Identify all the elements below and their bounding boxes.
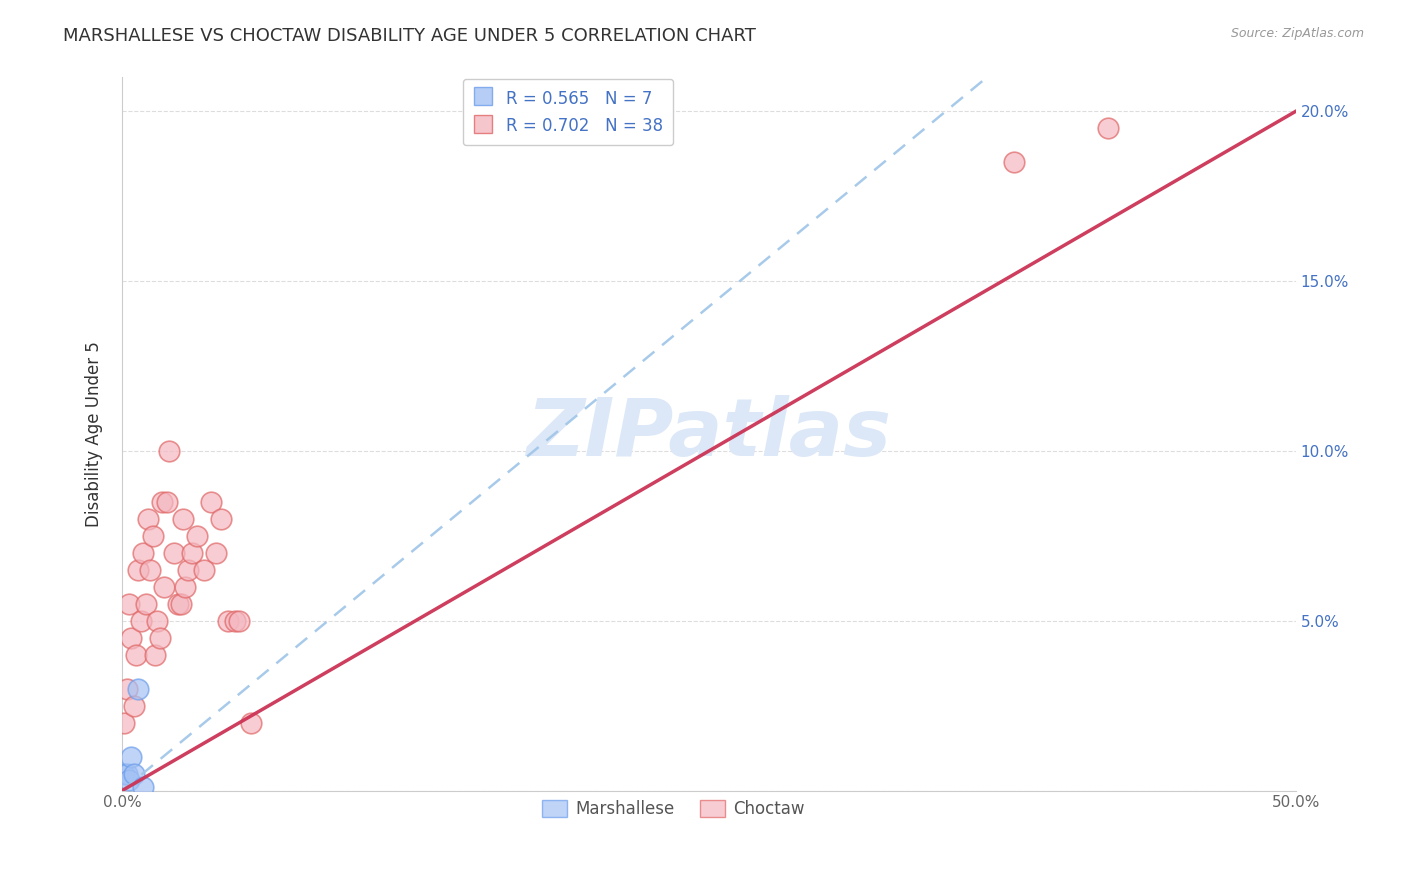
Point (118, 773, 141, 788)
Point (127, 681, 149, 696)
Point (146, 614, 169, 628)
Point (174, 580, 197, 594)
Text: MARSHALLESE VS CHOCTAW DISABILITY AGE UNDER 5 CORRELATION CHART: MARSHALLESE VS CHOCTAW DISABILITY AGE UN… (63, 27, 756, 45)
Point (186, 529, 208, 543)
Point (1002, 155, 1025, 169)
Point (112, 715, 135, 730)
Point (170, 597, 193, 611)
Point (118, 597, 141, 611)
Point (153, 580, 176, 594)
Point (142, 529, 165, 543)
Point (200, 495, 222, 509)
Point (228, 614, 250, 628)
Point (181, 546, 204, 560)
Point (217, 614, 239, 628)
Point (163, 546, 186, 560)
Point (177, 563, 200, 577)
Point (240, 715, 263, 730)
Point (209, 512, 232, 526)
Point (125, 648, 148, 662)
Point (132, 546, 155, 560)
Point (157, 444, 180, 458)
Point (115, 681, 138, 696)
Point (129, 614, 152, 628)
Point (224, 614, 246, 628)
Y-axis label: Disability Age Under 5: Disability Age Under 5 (86, 341, 103, 527)
Point (205, 546, 228, 560)
Point (132, 780, 155, 795)
Point (172, 512, 194, 526)
Point (143, 648, 166, 662)
Point (112, 766, 135, 780)
Point (150, 495, 173, 509)
Text: ZIPatlas: ZIPatlas (526, 395, 891, 473)
Point (120, 631, 142, 645)
Point (120, 749, 142, 764)
Point (134, 597, 156, 611)
Legend: Marshallese, Choctaw: Marshallese, Choctaw (536, 794, 811, 825)
Point (149, 631, 172, 645)
Point (193, 563, 215, 577)
Point (167, 597, 190, 611)
Point (122, 766, 145, 780)
Point (115, 766, 138, 780)
Point (156, 495, 179, 509)
Point (127, 563, 149, 577)
Point (1097, 121, 1119, 136)
Point (139, 563, 162, 577)
Point (122, 698, 145, 713)
Point (136, 512, 159, 526)
Text: Source: ZipAtlas.com: Source: ZipAtlas.com (1230, 27, 1364, 40)
